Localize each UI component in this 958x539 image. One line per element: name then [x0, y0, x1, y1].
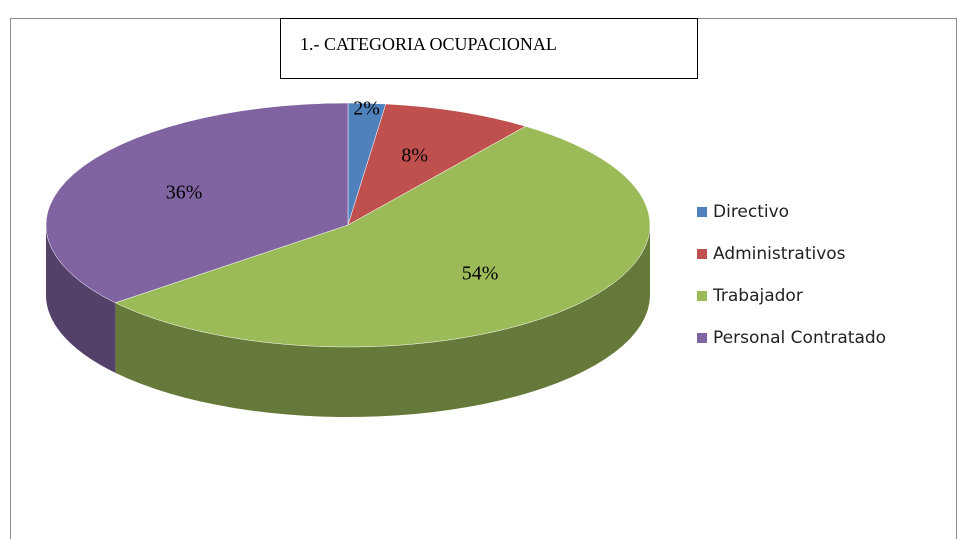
legend-label: Directivo	[713, 202, 789, 222]
data-label: 2%	[353, 97, 380, 119]
legend-label: Administrativos	[713, 244, 846, 264]
legend-swatch	[697, 207, 707, 217]
side-shade	[115, 225, 651, 417]
pie: 2% 8% 54% 36%	[45, 97, 651, 417]
data-label: 36%	[166, 181, 203, 203]
data-label: 54%	[462, 263, 499, 285]
slice-side	[115, 225, 651, 417]
slice	[347, 103, 527, 226]
slice	[45, 102, 349, 304]
legend-label: Personal Contratado	[713, 328, 886, 348]
legend-swatch	[697, 333, 707, 343]
legend-label: Trabajador	[712, 286, 803, 306]
title-box	[280, 18, 698, 79]
side-shade	[46, 225, 116, 373]
data-label: 8%	[401, 145, 428, 167]
legend-swatch	[697, 291, 707, 301]
chart-title: 1.- CATEGORIA OCUPACIONAL	[300, 34, 557, 54]
legend-swatch	[697, 249, 707, 259]
slice-side	[46, 225, 116, 373]
slice	[114, 126, 651, 348]
legend: Directivo Administrativos Trabajador Person…	[697, 202, 886, 348]
